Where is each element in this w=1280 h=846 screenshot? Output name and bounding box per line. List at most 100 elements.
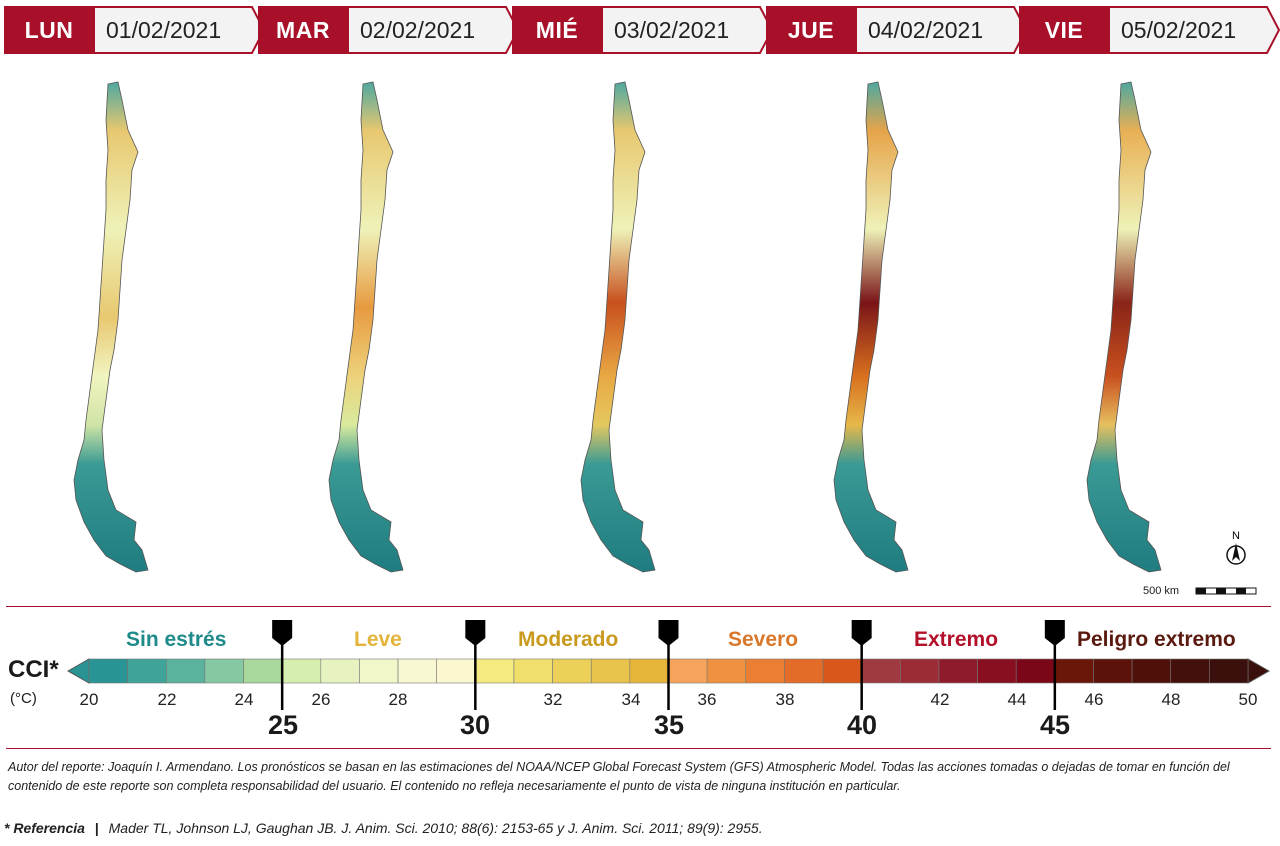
- tick-label: 46: [1084, 690, 1104, 709]
- colorbar-swatch: [1015, 658, 1056, 684]
- map-mie: [580, 81, 656, 573]
- tick-label: 34: [621, 690, 641, 709]
- tick-label: 24: [234, 690, 254, 709]
- cci-title: CCI*: [8, 656, 59, 683]
- colorbar-swatch: [1054, 658, 1094, 684]
- reference-label: * Referencia: [4, 820, 85, 836]
- north-arrow-icon: N: [1226, 530, 1246, 565]
- forecast-maps: N: [73, 81, 1257, 595]
- colorbar-swatch: [938, 658, 978, 684]
- threshold-marker: [851, 620, 872, 710]
- cci-unit: (°C): [10, 690, 37, 707]
- disclaimer-text: Autor del reporte: Joaquín I. Armendano.…: [8, 760, 1230, 793]
- day-header: LUN 01/02/2021 MAR 02/02/2021 MIÉ 03/02/…: [0, 0, 1280, 60]
- tick-label: 38: [775, 690, 795, 709]
- colorbar-right-arrow: [1247, 658, 1271, 684]
- threshold-marker: [272, 620, 293, 710]
- tick-label: 32: [543, 690, 563, 709]
- reference-line: * Referencia | Mader TL, Johnson LJ, Gau…: [4, 820, 763, 836]
- threshold-label: 45: [1039, 710, 1071, 740]
- colorbar-swatch: [436, 658, 476, 684]
- category-label: Leve: [354, 628, 402, 651]
- colorbar-swatch: [127, 658, 167, 684]
- divider: [6, 606, 1271, 607]
- category-label: Moderado: [518, 628, 619, 651]
- threshold-label: 30: [459, 710, 491, 740]
- colorbar-swatch: [745, 658, 785, 684]
- colorbar-left-arrow: [66, 658, 90, 684]
- tick-label: 26: [311, 690, 331, 709]
- colorbar-swatch: [475, 658, 515, 684]
- category-label: Peligro extremo: [1077, 628, 1236, 651]
- day-tab-1: MAR 02/02/2021: [258, 6, 520, 54]
- colorbar-swatch: [243, 658, 283, 684]
- divider: [6, 748, 1271, 749]
- colorbar-swatch: [784, 658, 824, 684]
- category-label: Extremo: [914, 628, 999, 651]
- colorbar-swatch: [552, 658, 592, 684]
- day-name: MAR: [258, 6, 348, 54]
- scale-bar: [1195, 587, 1257, 595]
- colorbar-swatch: [397, 658, 438, 684]
- colorbar-swatch: [204, 658, 244, 684]
- day-name: MIÉ: [512, 6, 602, 54]
- colorbar-swatch: [706, 658, 747, 684]
- day-tab-4: VIE 05/02/2021: [1019, 6, 1280, 54]
- colorbar-swatch: [977, 658, 1017, 684]
- colorbar-swatch: [590, 658, 631, 684]
- colorbar-swatch: [320, 658, 360, 684]
- colorbar-swatch: [629, 658, 669, 684]
- tick-label: 50: [1238, 690, 1258, 709]
- threshold-label: 25: [267, 710, 299, 740]
- north-label: N: [1232, 530, 1240, 542]
- tick-label: 42: [930, 690, 950, 709]
- day-name: VIE: [1019, 6, 1109, 54]
- cci-legend: Sin estrés Leve Moderado Severo Extremo …: [0, 610, 1280, 750]
- map-lun: [73, 81, 149, 573]
- reference-separator: |: [94, 820, 99, 836]
- tick-label: 20: [79, 690, 99, 709]
- threshold-label: 40: [846, 710, 878, 740]
- colorbar-swatch: [822, 658, 862, 684]
- threshold-marker: [465, 620, 486, 710]
- day-date: 03/02/2021: [614, 16, 730, 43]
- day-date: 01/02/2021: [106, 16, 222, 43]
- day-date: 02/02/2021: [360, 16, 476, 43]
- threshold-marker: [658, 620, 679, 710]
- colorbar-swatch: [668, 658, 708, 684]
- colorbar-swatch: [1209, 658, 1249, 684]
- threshold-marker: [1044, 620, 1065, 710]
- tick-label: 44: [1007, 690, 1027, 709]
- category-label: Severo: [728, 628, 799, 651]
- tick-label: 28: [388, 690, 408, 709]
- map-vie: [1086, 81, 1162, 573]
- day-name: JUE: [766, 6, 856, 54]
- day-name: LUN: [4, 6, 94, 54]
- day-date: 04/02/2021: [868, 16, 984, 43]
- colorbar-swatch: [1093, 658, 1133, 684]
- tick-label: 48: [1161, 690, 1181, 709]
- category-label: Sin estrés: [126, 628, 227, 651]
- day-tab-0: LUN 01/02/2021: [4, 6, 266, 54]
- map-jue: [833, 81, 909, 573]
- reference-text: Mader TL, Johnson LJ, Gaughan JB. J. Ani…: [108, 820, 763, 836]
- threshold-label: 35: [653, 710, 685, 740]
- color-bar: [66, 620, 1271, 710]
- day-tab-2: MIÉ 03/02/2021: [512, 6, 774, 54]
- colorbar-swatch: [899, 658, 940, 684]
- day-tab-3: JUE 04/02/2021: [766, 6, 1028, 54]
- tick-label: 22: [157, 690, 177, 709]
- colorbar-swatch: [88, 658, 128, 684]
- colorbar-swatch: [861, 658, 901, 684]
- colorbar-swatch: [165, 658, 206, 684]
- scale-label: 500 km: [1143, 585, 1180, 597]
- colorbar-swatch: [359, 658, 399, 684]
- colorbar-swatch: [281, 658, 322, 684]
- tab-outline: [1108, 6, 1280, 54]
- colorbar-swatch: [513, 658, 553, 684]
- colorbar-swatch: [1131, 658, 1172, 684]
- colorbar-swatch: [1170, 658, 1210, 684]
- tick-label: 36: [697, 690, 717, 709]
- map-mar: [328, 81, 404, 573]
- day-date: 05/02/2021: [1121, 16, 1237, 43]
